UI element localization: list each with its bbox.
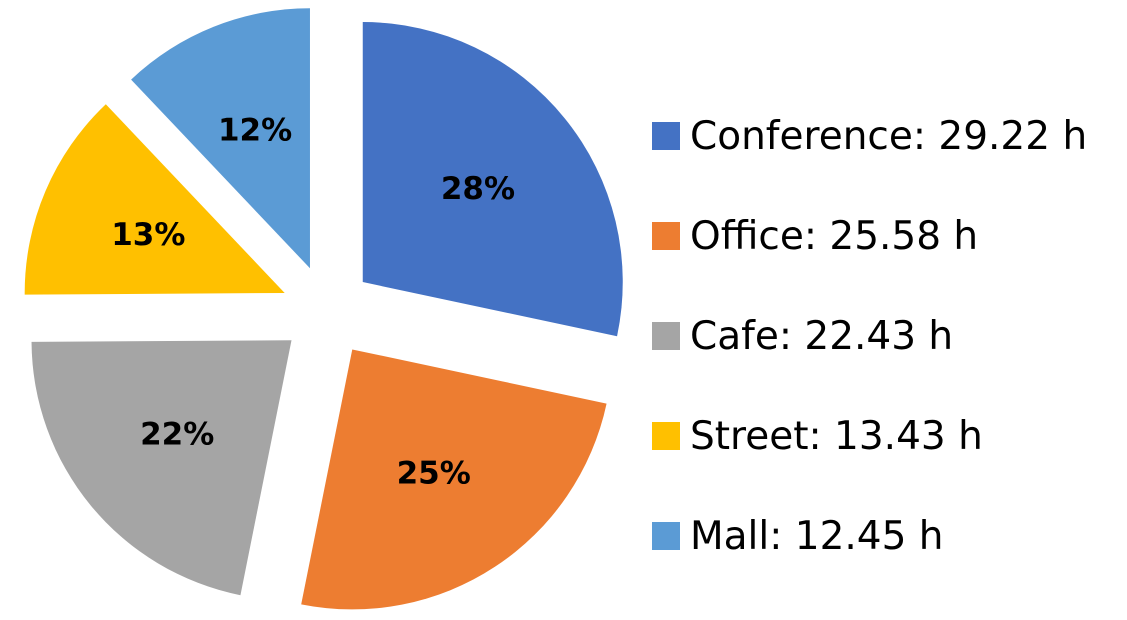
pie-slice-conference: [362, 22, 623, 337]
slice-percent-label-office: 25%: [397, 455, 471, 491]
legend-label-street: Street: 13.43 h: [690, 413, 983, 459]
pie-slice-office: [301, 349, 607, 610]
legend-label-mall: Mall: 12.45 h: [690, 513, 944, 559]
legend-item-conference: Conference: 29.22 h: [652, 86, 1087, 186]
slice-percent-label-mall: 12%: [218, 113, 292, 149]
legend-swatch-mall: [652, 522, 680, 550]
pie-plot-area: 28% 25% 22% 13% 12%: [24, 8, 623, 610]
slice-percent-label-street: 13%: [111, 217, 185, 253]
pie-slice-cafe: [31, 340, 292, 596]
legend-item-mall: Mall: 12.45 h: [652, 486, 1087, 586]
pie-slice-street: [24, 104, 285, 295]
legend-label-office: Office: 25.58 h: [690, 213, 979, 259]
legend-label-conference: Conference: 29.22 h: [690, 113, 1088, 159]
legend-item-office: Office: 25.58 h: [652, 186, 1087, 286]
legend-swatch-cafe: [652, 322, 680, 350]
pie-slice-mall: [131, 8, 310, 269]
legend-item-street: Street: 13.43 h: [652, 386, 1087, 486]
legend-label-cafe: Cafe: 22.43 h: [690, 313, 954, 359]
chart-legend: Conference: 29.22 h Office: 25.58 h Cafe: …: [652, 86, 1087, 586]
legend-swatch-street: [652, 422, 680, 450]
legend-swatch-office: [652, 222, 680, 250]
legend-swatch-conference: [652, 122, 680, 150]
legend-item-cafe: Cafe: 22.43 h: [652, 286, 1087, 386]
slice-percent-label-cafe: 22%: [140, 417, 214, 453]
slice-percent-label-conference: 28%: [441, 171, 515, 207]
